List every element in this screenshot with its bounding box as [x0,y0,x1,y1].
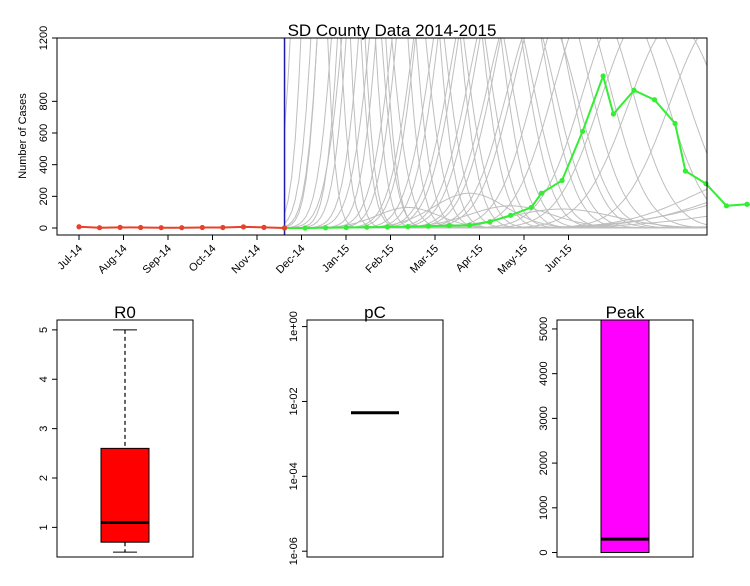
forecast-point [723,203,730,209]
forecast-point [610,111,617,117]
forecast-point [405,223,411,230]
y-tick-label: 1000 [538,496,550,520]
timeseries-panel: SD County Data 2014-2015 Number of Cases… [17,21,750,277]
forecast-point [425,223,432,229]
forecast-point [651,97,658,103]
forecast-point [384,224,390,230]
x-tick-label: May-15 [496,243,530,277]
y-tick-label: 800 [38,92,50,110]
forecast-point [343,224,349,231]
x-tick-label: Mar-15 [408,243,441,276]
projection-curve [284,201,707,229]
forecast-point [579,128,586,135]
observed-point [96,225,103,231]
y-tick-label: 400 [38,155,50,173]
pc-boxplot-panel: pC 1e-06 1e-04 1e-02 1e+00 [288,303,444,565]
box [100,447,150,543]
y-tick-label: 3000 [538,406,550,430]
observed-point [199,224,205,231]
y-tick-label: 3 [38,426,50,432]
peak-boxplot-panel: Peak 0 1000 2000 3000 4000 5000 [538,303,694,558]
y-tick-label: 1e+00 [288,311,300,342]
forecast-point [364,224,370,230]
forecast-point [559,177,565,184]
y-tick-label: 1200 [38,26,50,50]
y-tick-label: 5000 [538,317,550,341]
forecast-point [631,87,637,93]
x-tick-label: Jun-15 [542,243,574,275]
forecast-point [703,181,709,187]
peak-title: Peak [606,303,645,322]
observed-point [281,225,288,231]
x-tick-label: Apr-15 [454,243,486,275]
forecast-point [672,120,678,127]
y-tick-label: 200 [38,187,50,205]
r0-boxplot-panel: R0 1 2 3 4 5 [38,303,194,558]
y-tick-label: 2000 [538,451,550,475]
observed-and-forecast [76,38,750,235]
forecast-point [508,212,514,218]
y-tick-label: 1e-04 [288,462,300,490]
x-tick-label: Dec-14 [274,243,308,277]
y-tick-label: 2 [38,475,50,481]
y-tick-label: 0 [38,225,50,231]
forecast-point [323,225,329,231]
forecast-point [487,219,493,225]
forecast-point [466,222,473,228]
forecast-point [538,190,545,196]
forecast-point [528,204,534,211]
y-tick-label: 1e-02 [288,387,300,415]
observed-point [220,224,226,231]
observed-point [179,225,185,231]
x-tick-label: Sep-14 [141,243,175,277]
pc-title: pC [364,303,386,322]
y-tick-label: 1e-06 [288,537,300,565]
forecast-point [682,168,688,174]
x-tick-label: Nov-14 [230,243,264,277]
y-tick-label: 0 [538,549,550,555]
forecast-point [744,201,750,207]
y-tick-label: 5 [38,327,50,333]
pc-frame [306,319,444,558]
x-tick-label: Oct-14 [187,243,219,275]
forecast-point [302,225,308,231]
observed-point [261,224,267,230]
y-tick-label: 4 [38,376,50,382]
x-tick-label: Feb-15 [363,243,396,276]
timeseries-axes: 0 200 400 600 800 1200 Jul-14 Aug-14 Sep-14 Oct-1… [38,26,575,277]
box [600,319,650,554]
forecast-point [446,223,452,229]
observed-point [240,224,247,230]
y-tick-label: 600 [38,124,50,142]
timeseries-frame [56,37,708,236]
forecast-point [600,73,606,79]
x-tick-label: Aug-14 [96,243,130,277]
y-tick-label: 4000 [538,361,550,385]
y-axis-label: Number of Cases [17,93,29,179]
observed-point [76,224,82,230]
x-tick-label: Jul-14 [55,243,85,273]
main-title: SD County Data 2014-2015 [288,21,497,40]
r0-title: R0 [114,303,136,322]
observed-point [158,225,164,231]
projection-curve [284,227,707,229]
y-tick-label: 1 [38,524,50,530]
observed-point [138,224,144,231]
observed-point [117,224,123,230]
x-tick-label: Jan-15 [320,243,352,275]
